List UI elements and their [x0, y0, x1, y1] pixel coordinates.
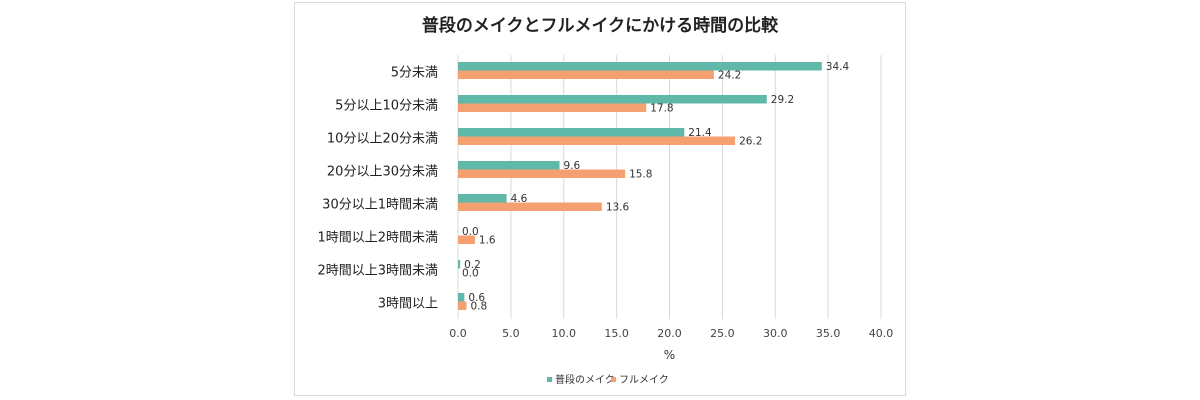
category-label: 30分以上1時間未満 [322, 198, 438, 213]
data-label: 15.8 [629, 169, 652, 181]
data-label: 9.6 [564, 160, 581, 172]
legend-label: フルメイク [619, 374, 669, 386]
bar [458, 136, 736, 145]
data-label: 29.2 [771, 94, 794, 106]
bar [458, 70, 714, 79]
bar [458, 161, 560, 170]
data-label: 0.0 [462, 268, 479, 280]
legend-swatch [547, 377, 552, 382]
x-axis-title: % [664, 348, 675, 362]
bar [458, 301, 467, 310]
x-tick-label: 30.0 [763, 327, 788, 340]
data-label: 26.2 [739, 136, 762, 148]
bar [458, 169, 626, 178]
legend-swatch [611, 377, 616, 382]
data-label: 1.6 [479, 235, 496, 247]
x-tick-label: 25.0 [710, 327, 735, 340]
category-label: 20分以上30分未満 [327, 165, 438, 180]
data-label: 21.4 [688, 127, 712, 139]
data-label: 0.2 [464, 259, 481, 271]
category-label: 10分以上20分未満 [327, 132, 438, 147]
x-tick-label: 10.0 [552, 327, 577, 340]
bar [458, 260, 461, 269]
data-label: 0.6 [468, 292, 485, 304]
bar [458, 103, 647, 112]
category-label: 5分以上10分未満 [335, 99, 438, 114]
data-label: 0.0 [462, 226, 479, 238]
data-label: 17.8 [650, 103, 673, 115]
bar [458, 128, 685, 137]
data-label: 13.6 [606, 202, 630, 214]
category-label: 3時間以上 [378, 297, 438, 312]
x-tick-label: 20.0 [657, 327, 682, 340]
bar [458, 293, 465, 302]
bar [458, 202, 602, 211]
bar [458, 235, 475, 244]
bar [458, 95, 767, 104]
data-label: 4.6 [511, 193, 528, 205]
data-label: 34.4 [826, 61, 850, 73]
x-tick-label: 0.0 [449, 327, 467, 340]
chart-title: 普段のメイクとフルメイクにかける時間の比較 [421, 16, 779, 36]
bar [458, 194, 507, 203]
chart-frame: 普段のメイクとフルメイクにかける時間の比較 0.0 5.0 10.0 15.0 20.0… [294, 2, 906, 396]
category-label: 1時間以上2時間未満 [317, 231, 438, 246]
x-tick-label: 15.0 [604, 327, 629, 340]
category-label: 2時間以上3時間未満 [317, 264, 438, 279]
legend-label: 普段のメイク [555, 373, 615, 386]
bar [458, 62, 822, 71]
x-tick-label: 35.0 [816, 327, 841, 340]
data-label: 0.8 [470, 301, 487, 313]
bar-chart: 0.0 5.0 10.0 15.0 20.0 25.0 30.0 35.0 40.0% 5分未満 3… [317, 55, 894, 386]
category-label: 5分未満 [391, 66, 438, 81]
x-tick-label: 40.0 [869, 327, 894, 340]
data-label: 24.2 [718, 70, 741, 82]
x-tick-label: 5.0 [502, 327, 520, 340]
